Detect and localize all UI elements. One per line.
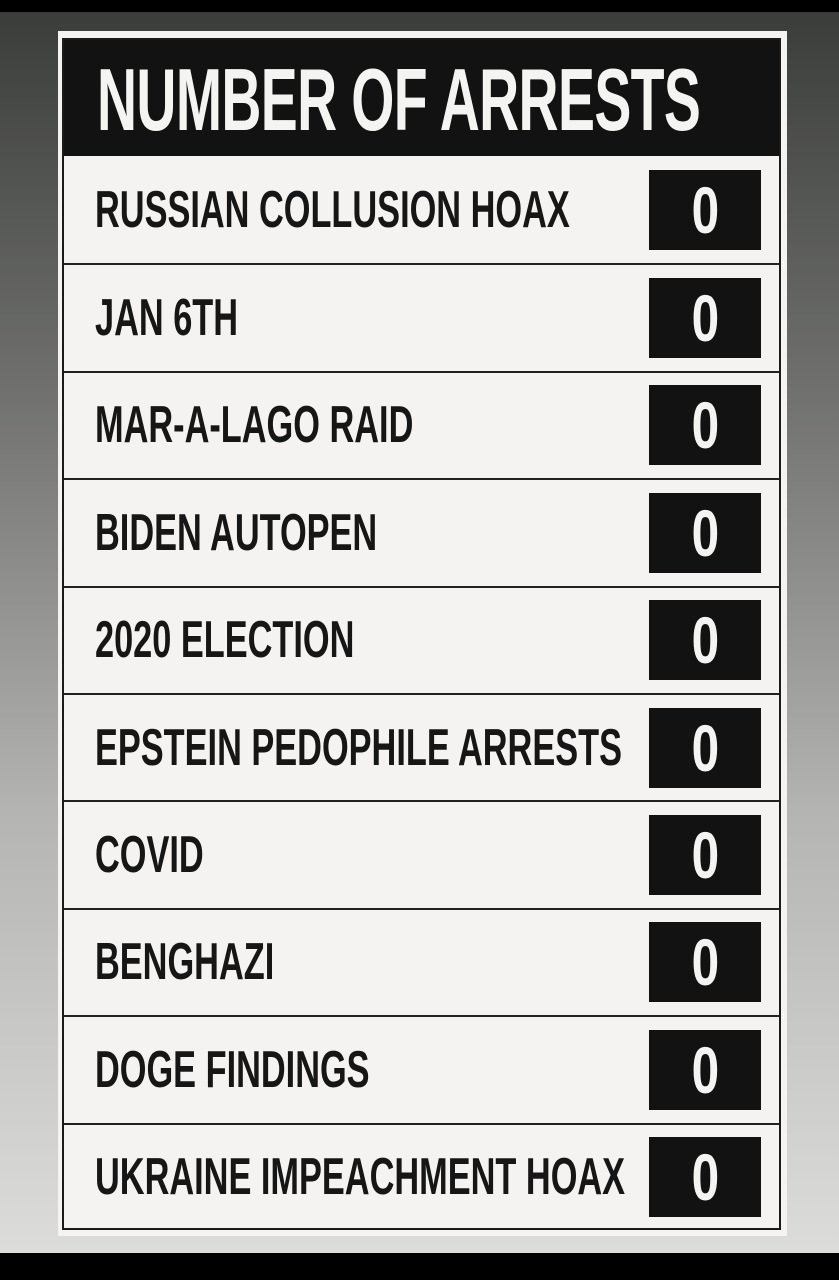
row-label: BENGHAZI xyxy=(95,933,275,992)
arrest-count: 0 xyxy=(691,1140,719,1215)
arrest-count: 0 xyxy=(691,925,719,1000)
arrest-count: 0 xyxy=(691,818,719,893)
row-label: DOGE FINDINGS xyxy=(95,1040,370,1099)
arrest-count-box: 0 xyxy=(649,815,761,896)
arrest-count-box: 0 xyxy=(649,922,761,1003)
arrest-count: 0 xyxy=(691,495,719,570)
arrest-count: 0 xyxy=(691,710,719,785)
row-label: UKRAINE IMPEACHMENT HOAX xyxy=(95,1148,626,1207)
row-label: MAR-A-LAGO RAID xyxy=(95,396,414,455)
table-header: NUMBER OF ARRESTS xyxy=(64,40,779,156)
arrest-count: 0 xyxy=(691,388,719,463)
arrest-count: 0 xyxy=(691,281,719,356)
arrest-count-box: 0 xyxy=(649,492,761,573)
arrests-table-card: NUMBER OF ARRESTS RUSSIAN COLLUSION HOAX… xyxy=(58,31,787,1236)
table-row: COVID 0 xyxy=(64,800,779,907)
table-row: UKRAINE IMPEACHMENT HOAX 0 xyxy=(64,1122,779,1230)
arrest-count-box: 0 xyxy=(649,1137,761,1218)
arrest-count-box: 0 xyxy=(649,707,761,788)
table-row: DOGE FINDINGS 0 xyxy=(64,1015,779,1122)
arrest-count-box: 0 xyxy=(649,600,761,681)
table-row: MAR-A-LAGO RAID 0 xyxy=(64,370,779,478)
arrest-count-box: 0 xyxy=(649,1029,761,1110)
table-row: 2020 ELECTION 0 xyxy=(64,585,779,693)
arrests-table: NUMBER OF ARRESTS RUSSIAN COLLUSION HOAX… xyxy=(62,38,781,1230)
row-label: EPSTEIN PEDOPHILE ARRESTS xyxy=(95,718,622,777)
table-row: EPSTEIN PEDOPHILE ARRESTS 0 xyxy=(64,692,779,800)
row-label: COVID xyxy=(95,826,204,885)
row-label: RUSSIAN COLLUSION HOAX xyxy=(95,180,570,239)
table-row: RUSSIAN COLLUSION HOAX 0 xyxy=(64,156,779,263)
table-title: NUMBER OF ARRESTS xyxy=(97,50,701,149)
table-rows: RUSSIAN COLLUSION HOAX 0 JAN 6TH 0 MAR-A-LAG… xyxy=(64,156,779,1228)
row-label: 2020 ELECTION xyxy=(95,611,355,670)
table-row: BENGHAZI 0 xyxy=(64,907,779,1015)
arrest-count: 0 xyxy=(691,172,719,247)
row-label: BIDEN AUTOPEN xyxy=(95,503,378,562)
arrest-count: 0 xyxy=(691,1032,719,1107)
table-row: BIDEN AUTOPEN 0 xyxy=(64,478,779,585)
arrest-count: 0 xyxy=(691,603,719,678)
arrest-count-box: 0 xyxy=(649,169,761,250)
row-label: JAN 6TH xyxy=(95,289,239,348)
arrest-count-box: 0 xyxy=(649,385,761,466)
table-row: JAN 6TH 0 xyxy=(64,263,779,370)
arrest-count-box: 0 xyxy=(649,278,761,359)
